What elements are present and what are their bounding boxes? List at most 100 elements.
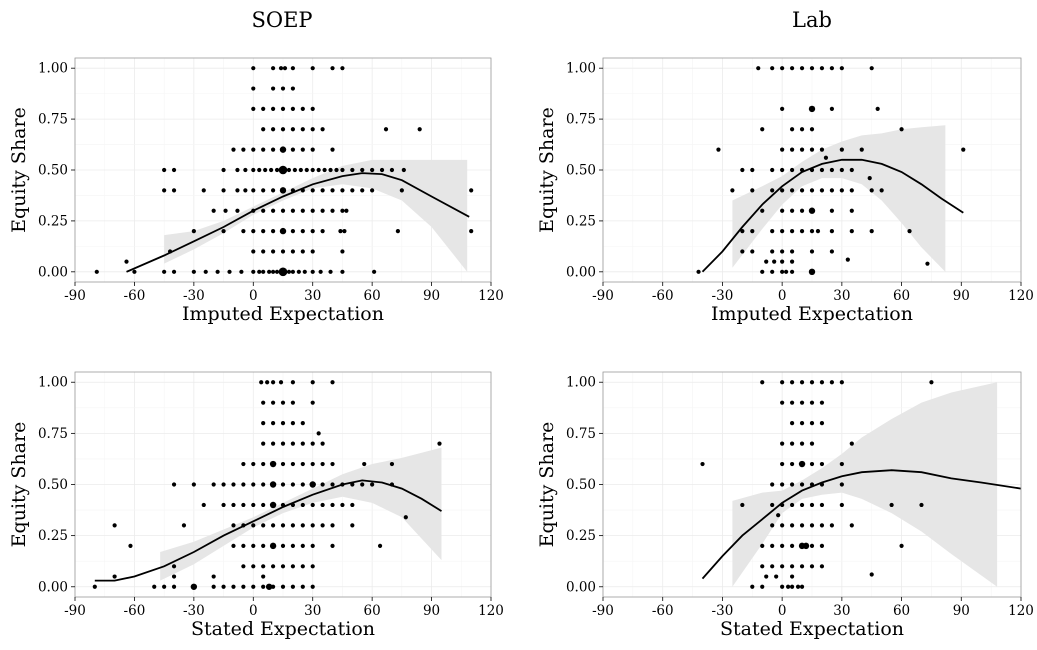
y-tick-label: 0.25 — [38, 213, 68, 229]
data-point — [819, 543, 825, 548]
x-tick-label: 60 — [364, 288, 381, 304]
data-point — [162, 188, 167, 193]
data-point — [241, 228, 246, 234]
data-point — [899, 543, 904, 548]
data-point — [132, 269, 137, 274]
x-tick-label: -60 — [652, 288, 674, 304]
data-point — [223, 208, 228, 213]
x-tick-label: 30 — [833, 603, 850, 619]
data-point — [300, 584, 305, 589]
data-point — [401, 167, 406, 173]
y-tick-label: 0.50 — [566, 477, 596, 493]
data-point — [241, 502, 246, 508]
data-point — [94, 269, 99, 274]
data-point — [280, 106, 286, 112]
y-axis-title: Equity Share — [8, 422, 30, 548]
data-point — [261, 249, 266, 254]
data-point — [221, 502, 226, 508]
data-point — [309, 481, 316, 488]
data-point — [789, 269, 795, 274]
confidence-band — [164, 159, 468, 272]
data-point — [269, 460, 277, 468]
data-point — [770, 269, 775, 274]
data-point — [740, 249, 745, 254]
data-point — [342, 228, 347, 234]
data-point — [270, 441, 276, 446]
data-point — [280, 584, 286, 589]
data-point — [760, 543, 765, 548]
data-point — [799, 147, 805, 152]
y-tick-label: 1.00 — [566, 61, 596, 77]
data-point — [191, 269, 196, 274]
data-point — [290, 400, 296, 405]
data-point — [780, 584, 785, 589]
data-point — [322, 167, 327, 173]
data-point — [92, 584, 97, 589]
data-point — [251, 167, 256, 173]
data-point — [340, 188, 345, 193]
data-point — [809, 461, 815, 467]
data-point — [839, 66, 844, 71]
data-point — [274, 167, 280, 173]
data-point — [128, 543, 133, 548]
data-point — [786, 584, 791, 589]
data-point — [270, 106, 276, 112]
data-point — [799, 502, 805, 508]
data-point — [760, 380, 765, 385]
data-point — [152, 584, 157, 589]
data-point — [261, 502, 266, 508]
data-point — [251, 543, 256, 548]
data-point — [750, 249, 755, 254]
data-point — [799, 523, 805, 528]
data-point — [469, 188, 474, 193]
data-point — [379, 167, 385, 173]
data-point — [290, 66, 296, 71]
data-point — [770, 66, 775, 71]
data-point — [261, 523, 266, 528]
x-tick-label: 30 — [304, 288, 321, 304]
data-point — [261, 208, 266, 213]
data-point — [267, 269, 272, 274]
data-point — [227, 269, 232, 274]
data-point — [330, 461, 335, 467]
data-point — [241, 584, 246, 589]
data-point — [257, 269, 262, 274]
data-point — [334, 167, 339, 173]
data-point — [338, 228, 343, 234]
data-point — [278, 66, 284, 71]
y-tick-label: 0.75 — [566, 426, 596, 442]
data-point — [740, 502, 745, 508]
data-point — [789, 249, 795, 254]
column-title-lab: Lab — [792, 8, 832, 32]
data-point — [162, 167, 167, 173]
data-point — [798, 460, 806, 468]
data-point — [823, 155, 829, 160]
data-point — [290, 584, 296, 589]
data-point — [302, 269, 307, 274]
data-point — [171, 188, 177, 193]
data-point — [799, 188, 805, 193]
data-point — [270, 188, 276, 193]
data-point — [270, 421, 276, 426]
data-point — [278, 165, 288, 175]
y-tick-label: 0.00 — [566, 264, 596, 280]
data-point — [809, 249, 815, 254]
data-point — [756, 66, 761, 71]
data-point — [300, 249, 305, 254]
data-point — [819, 188, 825, 193]
data-point — [789, 502, 795, 508]
data-point — [241, 564, 246, 569]
data-point — [795, 584, 801, 589]
data-point — [869, 188, 874, 193]
data-point — [780, 188, 785, 193]
data-point — [770, 188, 775, 193]
fit-line — [94, 479, 442, 582]
data-point — [290, 249, 296, 254]
data-point — [340, 502, 345, 508]
data-point — [278, 267, 288, 277]
data-point — [171, 564, 177, 569]
data-point — [417, 127, 422, 132]
data-point — [789, 380, 795, 385]
x-tick-label: -90 — [592, 603, 614, 619]
data-point — [389, 461, 395, 467]
